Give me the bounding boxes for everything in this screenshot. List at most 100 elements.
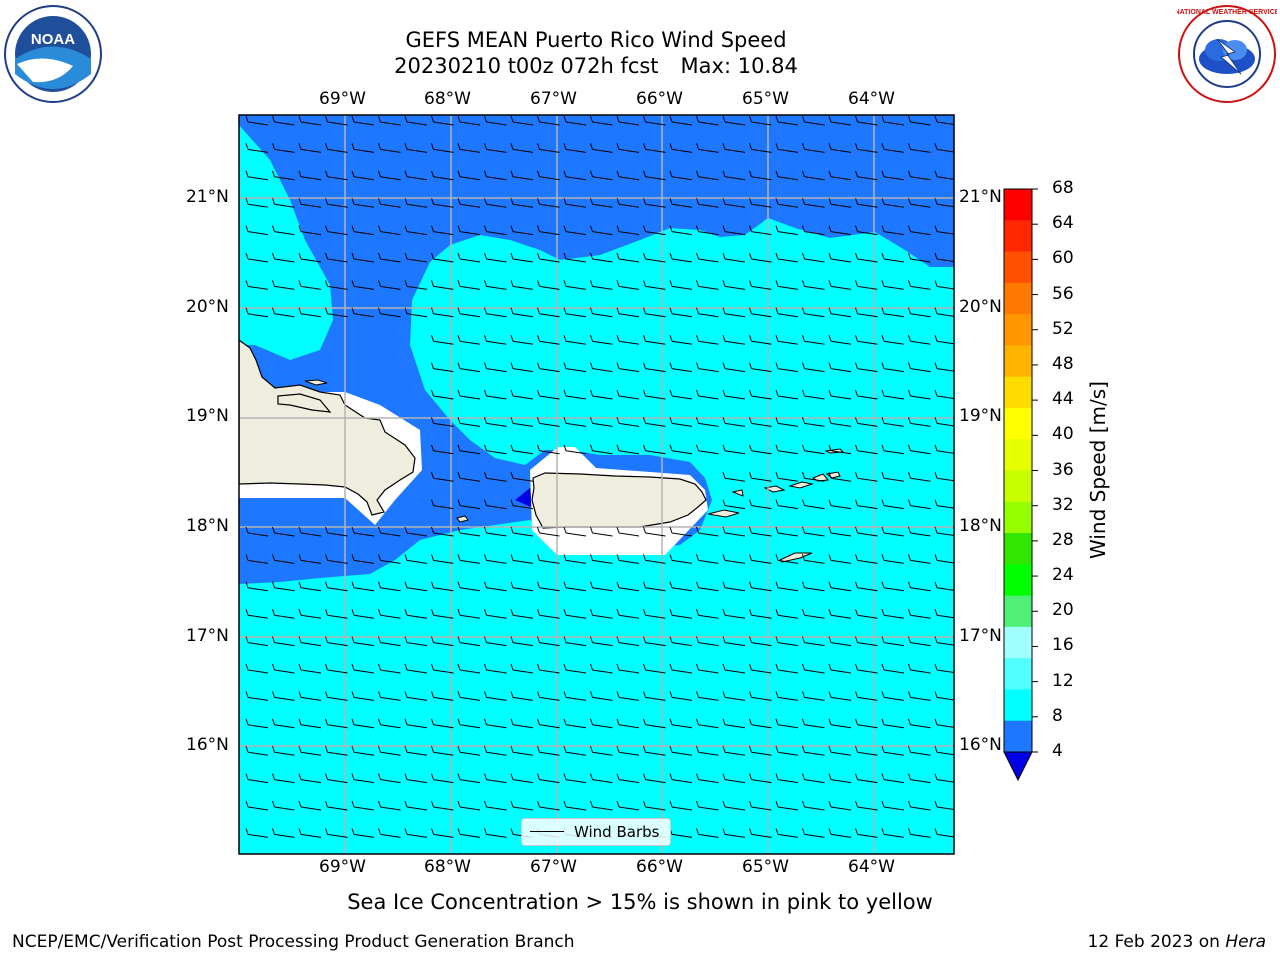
wind-barb <box>616 718 640 729</box>
wind-barb <box>616 115 640 126</box>
wind-barb <box>298 691 322 701</box>
wind-barb <box>351 746 375 756</box>
wind-barb <box>881 472 905 482</box>
wind-barb <box>616 280 640 290</box>
wind-barb <box>245 143 269 153</box>
wind-barb <box>775 143 799 153</box>
wind-barb <box>404 691 428 701</box>
wind-barb <box>775 115 799 126</box>
wind-barb <box>696 526 719 537</box>
wind-barb <box>775 307 799 318</box>
wind-barb <box>802 581 825 592</box>
wind-barb <box>696 746 719 756</box>
wind-barb <box>775 773 799 784</box>
noaa-logo: NOAA <box>3 4 103 104</box>
wind-barb <box>378 746 401 756</box>
wind-barb <box>669 691 693 701</box>
wind-barb <box>590 800 613 811</box>
lon-label-top: 66°W <box>636 89 683 109</box>
wind-barb <box>722 691 746 701</box>
wind-barb <box>722 554 746 564</box>
wind-barb <box>537 800 560 811</box>
colorbar-tick-label: 40 <box>1052 424 1074 445</box>
wind-barb <box>749 225 772 236</box>
wind-barb <box>351 307 375 318</box>
wind-barb <box>855 718 878 729</box>
wind-barb <box>245 115 269 126</box>
wind-barb <box>802 115 825 126</box>
wind-barb <box>431 773 454 784</box>
wind-barb <box>245 800 269 811</box>
wind-barb <box>828 198 852 208</box>
wind-barb <box>351 225 375 236</box>
wind-barb <box>563 636 587 647</box>
wind-barb <box>696 225 719 236</box>
wind-barb <box>563 307 587 318</box>
colorbar-bin <box>1004 251 1032 284</box>
wind-barb <box>484 444 507 455</box>
wind-barb <box>590 636 613 647</box>
wind-barb <box>643 636 666 647</box>
wind-barb <box>881 554 905 564</box>
wind-barb <box>855 143 878 153</box>
wind-barb <box>484 307 507 318</box>
wind-barb <box>510 198 534 208</box>
wind-barb <box>325 773 348 784</box>
wind-barb <box>802 609 825 619</box>
wind-barb <box>749 170 772 181</box>
wind-barb <box>457 362 481 373</box>
wind-barb <box>378 252 401 263</box>
wind-barb <box>669 143 693 153</box>
wind-barb <box>908 252 931 263</box>
wind-barb <box>881 307 905 318</box>
wind-barb <box>855 691 878 701</box>
wind-barb <box>775 746 799 756</box>
wind-barb <box>828 472 852 482</box>
wind-barb <box>325 609 348 619</box>
wind-barb <box>484 718 507 729</box>
wind-barb <box>484 252 507 263</box>
wind-barb <box>802 526 825 537</box>
wind-barb <box>404 252 428 263</box>
wind-barb <box>669 225 693 236</box>
wind-barb <box>643 663 666 674</box>
wind-barb <box>457 115 481 126</box>
wind-barb <box>457 198 481 208</box>
wind-barb <box>537 252 560 263</box>
wind-barb <box>590 609 613 619</box>
wind-barb <box>484 389 507 400</box>
colorbar-extend-arrow <box>1003 751 1033 782</box>
wind-barb <box>510 335 534 345</box>
wind-barb <box>881 746 905 756</box>
wind-barb <box>881 115 905 126</box>
colorbar-bin <box>1004 626 1032 659</box>
wind-barb <box>643 280 666 290</box>
wind-barb <box>537 718 560 729</box>
wind-barb <box>351 663 375 674</box>
wind-barb <box>457 746 481 756</box>
wind-barb <box>298 581 322 592</box>
wind-barb <box>643 773 666 784</box>
colorbar-tick-label: 36 <box>1052 459 1074 480</box>
wind-barb <box>537 773 560 784</box>
wind-barb <box>881 691 905 701</box>
wind-barb <box>537 225 560 236</box>
wind-barb <box>828 115 852 126</box>
wind-barb <box>775 581 799 592</box>
wind-barb <box>643 389 666 400</box>
wind-barb <box>484 143 507 153</box>
wind-barb <box>325 746 348 756</box>
wind-barb <box>563 746 587 756</box>
wind-barb <box>404 581 428 592</box>
wind-barb <box>802 335 825 345</box>
wind-barb <box>484 636 507 647</box>
colorbar-tick-label: 24 <box>1052 565 1074 586</box>
wind-barb <box>669 335 693 345</box>
lon-label-bottom: 67°W <box>530 857 577 877</box>
wind-barb <box>881 773 905 784</box>
wind-barb <box>590 389 613 400</box>
wind-barb <box>802 800 825 811</box>
wind-barb <box>298 198 322 208</box>
colorbar-tick-label: 8 <box>1052 705 1063 726</box>
